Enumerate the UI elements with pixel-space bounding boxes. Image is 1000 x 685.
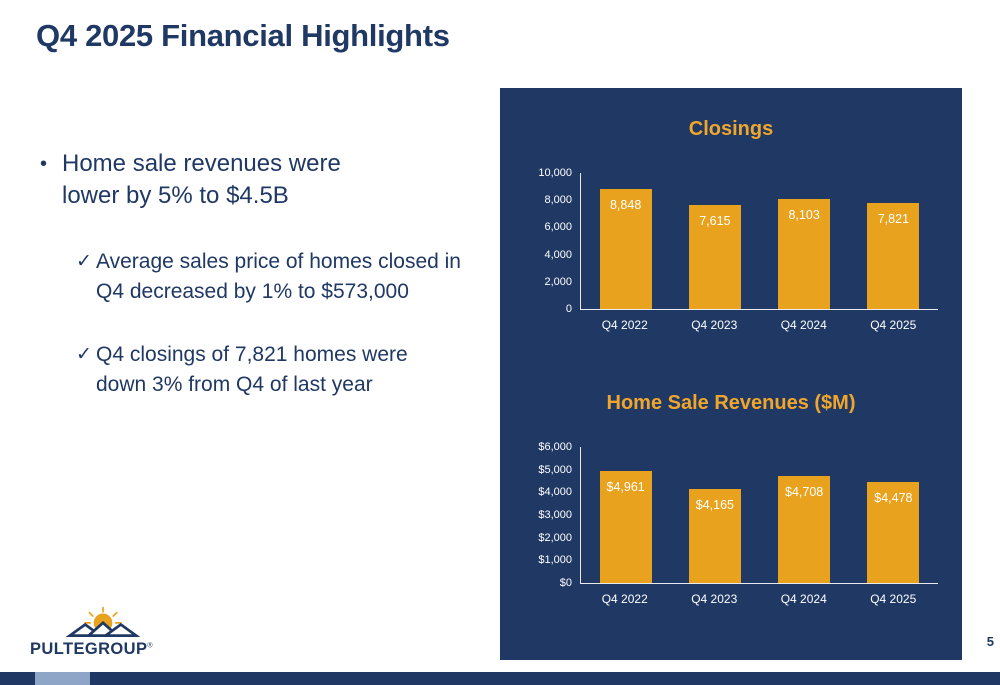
- revenues-chart-title: Home Sale Revenues ($M): [606, 392, 856, 414]
- bar-q4-2025: 7,821: [867, 202, 920, 309]
- bullet-list: • Home sale revenues were lower by 5% to…: [40, 148, 461, 400]
- bullet-main-text: Home sale revenues were lower by 5% to $…: [62, 150, 341, 210]
- x-category-label: Q4 2022: [601, 592, 648, 606]
- closings-chart-title: Closings: [688, 118, 774, 140]
- bar-slot: 8,848: [581, 188, 670, 309]
- pultegroup-wordmark: PULTEGROUP®: [30, 640, 153, 658]
- bar-q4-2024: 8,103: [778, 198, 831, 309]
- y-tick-label: 6,000: [544, 221, 572, 234]
- revenues-bars: $4,961 $4,165 $4,708 $4,478: [580, 447, 938, 584]
- page-title: Q4 2025 Financial Highlights: [36, 18, 450, 53]
- y-tick-label: 4,000: [544, 248, 572, 261]
- bar-slot: $4,961: [581, 470, 670, 583]
- bullet-sub-2: ✓ Q4 closings of 7,821 homes were down 3…: [76, 340, 461, 400]
- footer-bar: [0, 672, 1000, 685]
- bar-value-label: $4,478: [874, 490, 913, 505]
- closings-plot: 0 2,000 4,000 6,000 8,000 10,000 8,848 7,615 8,…: [524, 167, 938, 315]
- bar-slot: 7,615: [670, 205, 759, 309]
- bar-q4-2022: $4,961: [599, 470, 652, 583]
- y-tick-label: 0: [565, 303, 572, 315]
- bar-value-label: $4,961: [606, 479, 645, 494]
- axis-spacer: [524, 318, 580, 332]
- bar-slot: $4,165: [670, 488, 759, 583]
- checkmark-icon: ✓: [76, 250, 92, 272]
- bar-value-label: 8,103: [788, 207, 820, 222]
- bar-q4-2023: 7,615: [688, 205, 741, 309]
- pultegroup-logo: PULTEGROUP®: [30, 605, 180, 659]
- y-tick-label: $6,000: [538, 441, 572, 453]
- bar-value-label: 7,821: [877, 211, 910, 226]
- registered-mark: ®: [147, 642, 153, 650]
- revenues-x-axis: Q4 2022 Q4 2023 Q4 2024 Q4 2025: [524, 592, 938, 606]
- y-tick-label: 10,000: [538, 167, 572, 179]
- closings-x-labels: Q4 2022 Q4 2023 Q4 2024 Q4 2025: [580, 318, 938, 332]
- y-tick-label: 8,000: [544, 194, 572, 207]
- bar-value-label: 8,848: [609, 197, 642, 212]
- y-tick-label: $2,000: [538, 531, 572, 544]
- x-category-label: Q4 2024: [780, 318, 827, 332]
- revenues-plot: $0 $1,000 $2,000 $3,000 $4,000 $5,000 $6,000 $…: [524, 441, 938, 589]
- bar-q4-2024: $4,708: [778, 476, 831, 583]
- closings-x-axis: Q4 2022 Q4 2023 Q4 2024 Q4 2025: [524, 318, 938, 332]
- bar-slot: 8,103: [760, 198, 849, 309]
- y-tick-label: $0: [559, 577, 572, 589]
- bar-q4-2025: $4,478: [867, 481, 920, 583]
- y-tick-label: $1,000: [538, 554, 572, 567]
- x-category-label: Q4 2024: [780, 592, 827, 606]
- bullet-glyph: •: [40, 153, 48, 175]
- x-category-label: Q4 2025: [870, 318, 917, 332]
- footer-accent: [35, 672, 90, 685]
- x-category-label: Q4 2022: [601, 318, 648, 332]
- x-category-label: Q4 2023: [691, 592, 738, 606]
- bar-q4-2023: $4,165: [688, 488, 741, 583]
- closings-bars: 8,848 7,615 8,103 7,821: [580, 173, 938, 310]
- x-category-label: Q4 2023: [691, 318, 738, 332]
- y-tick-label: $3,000: [538, 509, 572, 521]
- bar-slot: $4,478: [849, 481, 938, 583]
- y-tick-label: $4,000: [538, 486, 572, 499]
- closings-chart: Closings 0 2,000 4,000 6,000 8,000 10,000 8,8…: [500, 88, 962, 332]
- chart-panel: Closings 0 2,000 4,000 6,000 8,000 10,000 8,8…: [500, 88, 962, 660]
- bullet-sub-2-text: Q4 closings of 7,821 homes were down 3% …: [96, 343, 408, 397]
- bullet-sub-1: ✓ Average sales price of homes closed in…: [76, 247, 461, 307]
- pultegroup-sun-roofline-icon: [65, 606, 141, 637]
- checkmark-icon: ✓: [76, 344, 92, 366]
- x-category-label: Q4 2025: [870, 592, 917, 606]
- y-tick-label: 2,000: [544, 275, 572, 288]
- bar-slot: 7,821: [849, 202, 938, 309]
- revenues-y-axis: $0 $1,000 $2,000 $3,000 $4,000 $5,000 $6,000: [524, 441, 580, 589]
- y-tick-label: $5,000: [538, 463, 572, 476]
- bar-value-label: $4,165: [695, 497, 734, 512]
- bar-value-label: 7,615: [699, 214, 731, 229]
- closings-y-axis: 0 2,000 4,000 6,000 8,000 10,000: [524, 167, 580, 315]
- axis-spacer: [524, 592, 580, 606]
- bar-value-label: $4,708: [785, 485, 824, 500]
- page-number: 5: [986, 634, 994, 649]
- bullet-sub-1-text: Average sales price of homes closed in Q…: [96, 249, 461, 303]
- bullet-main: • Home sale revenues were lower by 5% to…: [40, 148, 400, 213]
- revenues-x-labels: Q4 2022 Q4 2023 Q4 2024 Q4 2025: [580, 592, 938, 606]
- bar-q4-2022: 8,848: [599, 188, 652, 309]
- bar-slot: $4,708: [760, 476, 849, 583]
- revenues-chart: Home Sale Revenues ($M) $0 $1,000 $2,000 $3…: [500, 392, 962, 606]
